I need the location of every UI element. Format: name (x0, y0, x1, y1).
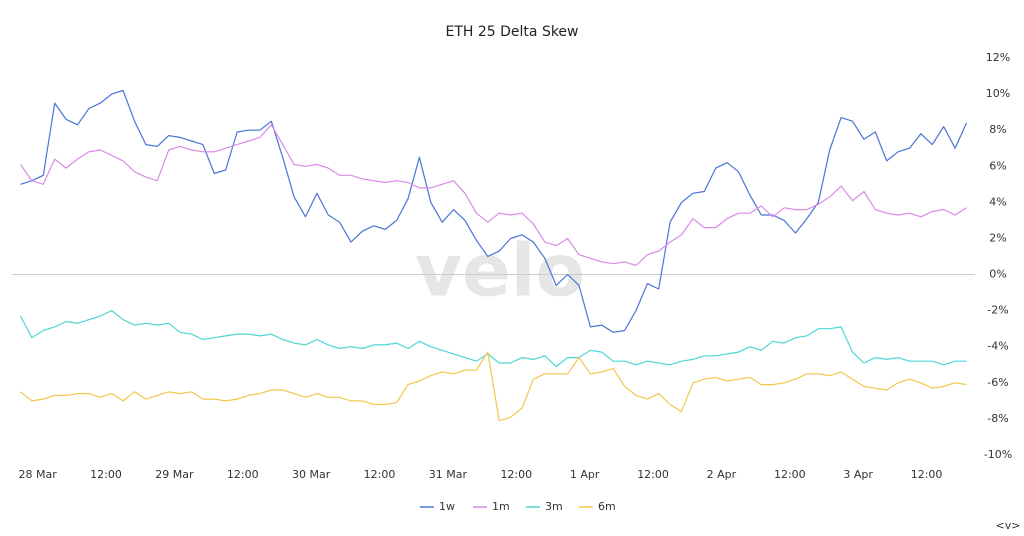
y-tick-label: -10% (984, 448, 1012, 461)
x-tick-label: 12:00 (911, 468, 943, 481)
x-tick-label: 3 Apr (843, 468, 873, 481)
y-tick-label: -2% (987, 304, 1008, 317)
y-tick-label: 12% (986, 51, 1010, 64)
legend-label: 1m (492, 500, 510, 513)
x-tick-label: 12:00 (774, 468, 806, 481)
x-tick-label: 2 Apr (707, 468, 737, 481)
legend-label: 3m (545, 500, 563, 513)
y-tick-label: -6% (987, 376, 1008, 389)
x-tick-label: 12:00 (90, 468, 122, 481)
y-tick-label: -8% (987, 412, 1008, 425)
x-tick-label: 12:00 (500, 468, 532, 481)
series-line (19, 310, 967, 368)
nav-label[interactable]: <v> (996, 519, 1021, 532)
legend-label: 1w (439, 500, 455, 513)
series-line (20, 124, 967, 267)
y-tick-label: 10% (986, 87, 1010, 100)
y-tick-label: 8% (989, 123, 1006, 136)
x-tick-label: 30 Mar (292, 468, 331, 481)
y-tick-label: 2% (989, 231, 1006, 244)
y-tick-label: 6% (989, 159, 1006, 172)
series-line (20, 89, 968, 333)
x-tick-label: 12:00 (364, 468, 396, 481)
legend-label: 6m (598, 500, 616, 513)
y-tick-label: 4% (989, 195, 1006, 208)
watermark: velo (415, 229, 585, 313)
x-tick-label: 12:00 (637, 468, 669, 481)
x-tick-label: 29 Mar (155, 468, 194, 481)
chart-title: ETH 25 Delta Skew (446, 24, 579, 40)
x-tick-label: 28 Mar (19, 468, 58, 481)
x-tick-label: 12:00 (227, 468, 259, 481)
series-line (20, 351, 967, 422)
y-tick-label: -4% (987, 340, 1008, 353)
x-tick-label: 1 Apr (570, 468, 600, 481)
y-tick-label: 0% (989, 268, 1006, 281)
x-tick-label: 31 Mar (429, 468, 468, 481)
